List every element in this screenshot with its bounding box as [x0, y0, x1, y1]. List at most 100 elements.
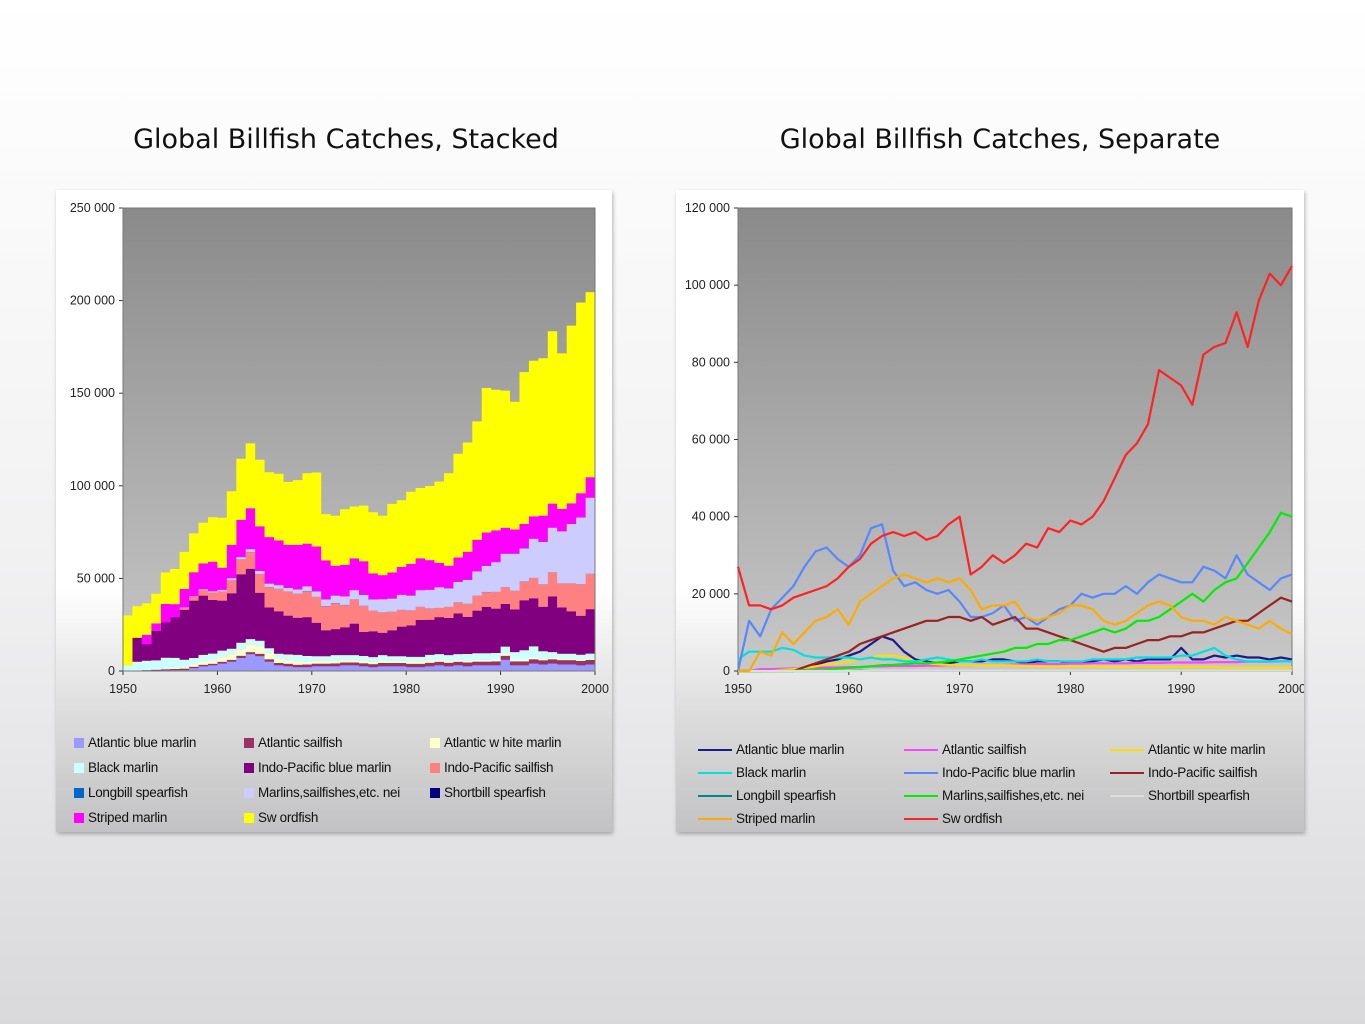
stacked-chart-title: Global Billfish Catches, Stacked: [133, 124, 559, 155]
legend-item-atlantic-sailfish: Atlantic sailfish: [244, 730, 430, 755]
separate-y-tick-label: 0: [723, 664, 730, 678]
separate-y-tick-label: 20 000: [692, 587, 730, 601]
separate-x-tick-label: 1960: [835, 682, 863, 696]
legend-swatch: [244, 787, 254, 798]
legend-item-longbill-spearfish: Longbill spearfish: [698, 784, 904, 807]
line-swordfish: [736, 265, 1293, 611]
legend-swatch: [904, 748, 938, 751]
stacked-y-tick-label: 250 000: [70, 201, 115, 215]
separate-chart-svg: 0 20 000 40 000 60 000 80 000 100 000 120 000 1…: [685, 201, 1304, 696]
legend-item-black-marlin: Black marlin: [74, 755, 244, 780]
legend-swatch: [74, 762, 84, 773]
legend-label: Atlantic blue marlin: [736, 742, 845, 757]
legend-label: Striped marlin: [736, 811, 816, 826]
separate-x-tick-label: 1970: [946, 682, 974, 696]
legend-item-marlins-sailfishes-etc-nei: Marlins,sailfishes,etc. nei: [244, 780, 430, 805]
legend-label: Indo-Pacific sailfish: [1148, 765, 1258, 780]
legend-label: Marlins,sailfishes,etc. nei: [258, 785, 400, 800]
legend-swatch: [1110, 771, 1144, 774]
legend-swatch: [1110, 794, 1144, 797]
line-striped-marlin: [738, 573, 1293, 673]
legend-item-marlins-sailfishes-etc-nei: Marlins,sailfishes,etc. nei: [904, 784, 1110, 807]
stacked-y-tick-label: 50 000: [77, 571, 115, 585]
legend-swatch: [430, 762, 440, 773]
legend-swatch: [74, 787, 84, 798]
separate-y-tick-label: 60 000: [692, 433, 730, 447]
stacked-x-tick-label: 1990: [487, 682, 515, 696]
legend-label: Black marlin: [736, 765, 806, 780]
stacked-area-atlantic-white-marlin: [123, 644, 595, 671]
stacked-y-tick-label: 150 000: [70, 386, 115, 400]
legend-label: Black marlin: [88, 760, 158, 775]
stacked-y-tick-label: 0: [108, 664, 115, 678]
stacked-area-indo-pacific-blue-marlin: [123, 568, 595, 666]
legend-swatch: [430, 737, 440, 748]
legend-label: Atlantic blue marlin: [88, 735, 197, 750]
separate-y-tick-label: 120 000: [685, 201, 730, 215]
legend-label: Marlins,sailfishes,etc. nei: [942, 788, 1084, 803]
stacked-area-atlantic-blue-marlin: [123, 654, 595, 671]
legend-swatch: [244, 737, 254, 748]
legend-item-longbill-spearfish: Longbill spearfish: [74, 780, 244, 805]
stacked-x-tick-label: 1960: [203, 682, 231, 696]
stacked-y-tick-label: 200 000: [70, 294, 115, 308]
stacked-area-striped-marlin: [123, 477, 595, 666]
legend-label: Indo-Pacific blue marlin: [258, 760, 392, 775]
legend-label: Longbill spearfish: [736, 788, 836, 803]
separate-chart-legend: Atlantic blue marlin Atlantic sailfish Atl…: [698, 738, 1298, 830]
legend-label: Shortbill spearfish: [444, 785, 546, 800]
separate-plot-area: [737, 207, 1293, 672]
legend-swatch: [698, 794, 732, 797]
legend-item-indo-pacific-blue-marlin: Indo-Pacific blue marlin: [904, 761, 1110, 784]
legend-item-shortbill-spearfish: Shortbill spearfish: [1110, 784, 1298, 807]
legend-label: Indo-Pacific sailfish: [444, 760, 554, 775]
stacked-x-tick-label: 1950: [109, 682, 137, 696]
legend-swatch: [698, 771, 732, 774]
line-atlantic-white-marlin: [738, 654, 1292, 673]
legend-item-atlantic-w-hite-marlin: Atlantic w hite marlin: [1110, 738, 1298, 761]
stacked-x-tick-label: 1970: [298, 682, 326, 696]
legend-label: Atlantic w hite marlin: [444, 735, 562, 750]
legend-label: Atlantic sailfish: [942, 742, 1027, 757]
separate-x-tick-label: 1990: [1167, 682, 1195, 696]
separate-x-tick-label: 1980: [1056, 682, 1084, 696]
legend-item-atlantic-blue-marlin: Atlantic blue marlin: [74, 730, 244, 755]
stacked-chart-panel: 0 50 000 100 000 150 000 200 000 250 000 1950 1…: [56, 190, 612, 832]
line-atlantic-sailfish: [738, 660, 1292, 673]
legend-swatch: [430, 787, 440, 798]
legend-swatch: [698, 748, 732, 751]
stacked-area-atlantic-sailfish: [123, 652, 595, 671]
legend-item-atlantic-sailfish: Atlantic sailfish: [904, 738, 1110, 761]
stacked-series-group: [123, 288, 595, 671]
legend-item-sw-ordfish: Sw ordfish: [904, 807, 1110, 830]
legend-swatch: [904, 794, 938, 797]
separate-chart-title: Global Billfish Catches, Separate: [779, 124, 1221, 155]
stacked-plot-border: [122, 207, 596, 672]
legend-label: Atlantic sailfish: [258, 735, 343, 750]
legend-label: Longbill spearfish: [88, 785, 188, 800]
legend-label: Sw ordfish: [258, 810, 319, 825]
legend-item-striped-marlin: Striped marlin: [698, 807, 904, 830]
legend-item-sw-ordfish: Sw ordfish: [244, 805, 430, 830]
legend-swatch: [904, 817, 938, 820]
legend-swatch: [698, 817, 732, 820]
legend-item-black-marlin: Black marlin: [698, 761, 904, 784]
legend-label: Atlantic w hite marlin: [1148, 742, 1266, 757]
legend-item-indo-pacific-blue-marlin: Indo-Pacific blue marlin: [244, 755, 430, 780]
separate-y-tick-label: 80 000: [692, 355, 730, 369]
legend-swatch: [1110, 748, 1144, 751]
line-indo-pacific-sailfish: [738, 596, 1293, 673]
separate-y-tick-label: 40 000: [692, 510, 730, 524]
stacked-x-tick-label: 1980: [392, 682, 420, 696]
line-marlins-sailfishes-etc-nei: [738, 511, 1293, 673]
legend-item-indo-pacific-sailfish: Indo-Pacific sailfish: [1110, 761, 1298, 784]
legend-item-indo-pacific-sailfish: Indo-Pacific sailfish: [430, 755, 604, 780]
stacked-chart-svg: 0 50 000 100 000 150 000 200 000 250 000 1950 1…: [70, 201, 609, 696]
stacked-area-swordfish: [123, 288, 595, 666]
separate-x-tick-label: 2000: [1278, 682, 1304, 696]
legend-label: Shortbill spearfish: [1148, 788, 1250, 803]
legend-item-atlantic-blue-marlin: Atlantic blue marlin: [698, 738, 904, 761]
separate-y-tick-label: 100 000: [685, 278, 730, 292]
legend-label: Sw ordfish: [942, 811, 1003, 826]
legend-item-shortbill-spearfish: Shortbill spearfish: [430, 780, 604, 805]
